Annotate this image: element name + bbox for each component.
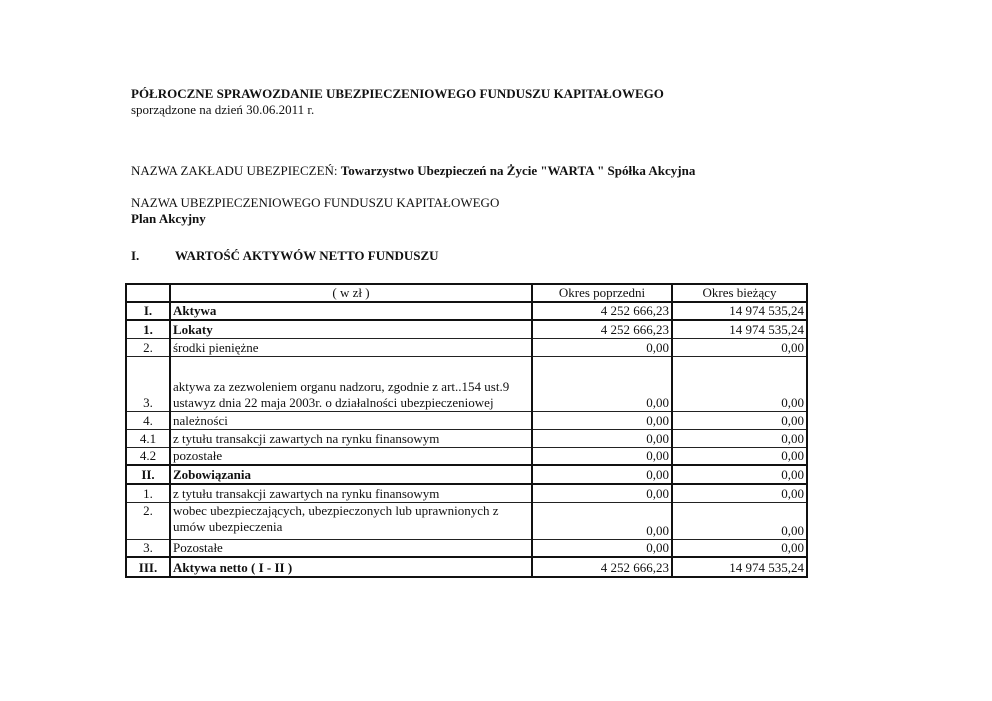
curr-value: 14 974 535,24: [671, 556, 808, 578]
table-row: 3. aktywa za zezwoleniem organu nadzoru, …: [125, 355, 808, 412]
insurer-name: Towarzystwo Ubezpieczeń na Życie "WARTA …: [340, 163, 696, 178]
curr-value: 0,00: [671, 446, 808, 466]
fund-name: Plan Akcyjny: [131, 211, 206, 226]
row-label: środki pieniężne: [169, 337, 533, 357]
table-row: 2. środki pieniężne 0,00 0,00: [125, 337, 808, 357]
table-row: II. Zobowiązania 0,00 0,00: [125, 464, 808, 485]
row-label: z tytułu transakcji zawartych na rynku f…: [169, 428, 533, 448]
row-label: wobec ubezpieczających, ubezpieczonych l…: [169, 501, 533, 540]
prev-value: 0,00: [531, 501, 673, 540]
prev-value: 0,00: [531, 410, 673, 430]
row-number: I.: [125, 301, 171, 321]
row-number: II.: [125, 464, 171, 485]
row-label: Zobowiązania: [169, 464, 533, 485]
table-row: 4.1 z tytułu transakcji zawartych na rynk…: [125, 428, 808, 448]
curr-value: 0,00: [671, 337, 808, 357]
table-row: 1. Lokaty 4 252 666,23 14 974 535,24: [125, 319, 808, 339]
row-label: należności: [169, 410, 533, 430]
col-curr-header: Okres bieżący: [671, 283, 808, 303]
prev-value: 0,00: [531, 538, 673, 558]
curr-value: 0,00: [671, 355, 808, 412]
insurer-line: NAZWA ZAKŁADU UBEZPIECZEŃ: Towarzystwo U…: [131, 163, 695, 179]
fund-label: NAZWA UBEZPIECZENIOWEGO FUNDUSZU KAPITAŁ…: [131, 195, 500, 210]
table-row: 4. należności 0,00 0,00: [125, 410, 808, 430]
row-label: Pozostałe: [169, 538, 533, 558]
row-number: 4.: [125, 410, 171, 430]
prev-value: 0,00: [531, 446, 673, 466]
curr-value: 0,00: [671, 538, 808, 558]
prev-value: 0,00: [531, 483, 673, 503]
row-number: 4.2: [125, 446, 171, 466]
curr-value: 0,00: [671, 410, 808, 430]
prev-value: 0,00: [531, 337, 673, 357]
table-row: I. Aktywa 4 252 666,23 14 974 535,24: [125, 301, 808, 321]
curr-value: 14 974 535,24: [671, 319, 808, 339]
prev-value: 0,00: [531, 428, 673, 448]
row-number: 3.: [125, 355, 171, 412]
curr-value: 14 974 535,24: [671, 301, 808, 321]
section-number: I.: [131, 248, 140, 263]
row-label: z tytułu transakcji zawartych na rynku f…: [169, 483, 533, 503]
prev-value: 4 252 666,23: [531, 556, 673, 578]
table-row: 1. z tytułu transakcji zawartych na rynku…: [125, 483, 808, 503]
row-label: Lokaty: [169, 319, 533, 339]
row-label: pozostałe: [169, 446, 533, 466]
curr-value: 0,00: [671, 501, 808, 540]
table-header: ( w zł ) Okres poprzedni Okres bieżący: [125, 283, 808, 303]
row-number: 3.: [125, 538, 171, 558]
table-row: III. Aktywa netto ( I - II ) 4 252 666,23 1…: [125, 556, 808, 578]
row-number: 1.: [125, 483, 171, 503]
prev-value: 0,00: [531, 355, 673, 412]
col-prev-header: Okres poprzedni: [531, 283, 673, 303]
table-row: 4.2 pozostałe 0,00 0,00: [125, 446, 808, 466]
section-title: WARTOŚĆ AKTYWÓW NETTO FUNDUSZU: [175, 248, 439, 263]
table-row: 3. Pozostałe 0,00 0,00: [125, 538, 808, 558]
row-number: 1.: [125, 319, 171, 339]
row-label: aktywa za zezwoleniem organu nadzoru, zg…: [169, 355, 533, 412]
curr-value: 0,00: [671, 428, 808, 448]
curr-value: 0,00: [671, 483, 808, 503]
row-number: 4.1: [125, 428, 171, 448]
unit-label: ( w zł ): [169, 283, 533, 303]
row-label: Aktywa netto ( I - II ): [169, 556, 533, 578]
report-subtitle: sporządzone na dzień 30.06.2011 r.: [131, 102, 315, 117]
curr-value: 0,00: [671, 464, 808, 485]
table-row: 2. wobec ubezpieczających, ubezpieczonych…: [125, 501, 808, 540]
prev-value: 4 252 666,23: [531, 319, 673, 339]
row-number: 2.: [125, 501, 171, 540]
insurer-label: NAZWA ZAKŁADU UBEZPIECZEŃ:: [131, 163, 341, 178]
report-title: PÓŁROCZNE SPRAWOZDANIE UBEZPIECZENIOWEGO…: [131, 86, 664, 101]
prev-value: 0,00: [531, 464, 673, 485]
net-assets-table: ( w zł ) Okres poprzedni Okres bieżący I…: [125, 283, 808, 578]
prev-value: 4 252 666,23: [531, 301, 673, 321]
row-number: 2.: [125, 337, 171, 357]
row-label: Aktywa: [169, 301, 533, 321]
row-number: III.: [125, 556, 171, 578]
